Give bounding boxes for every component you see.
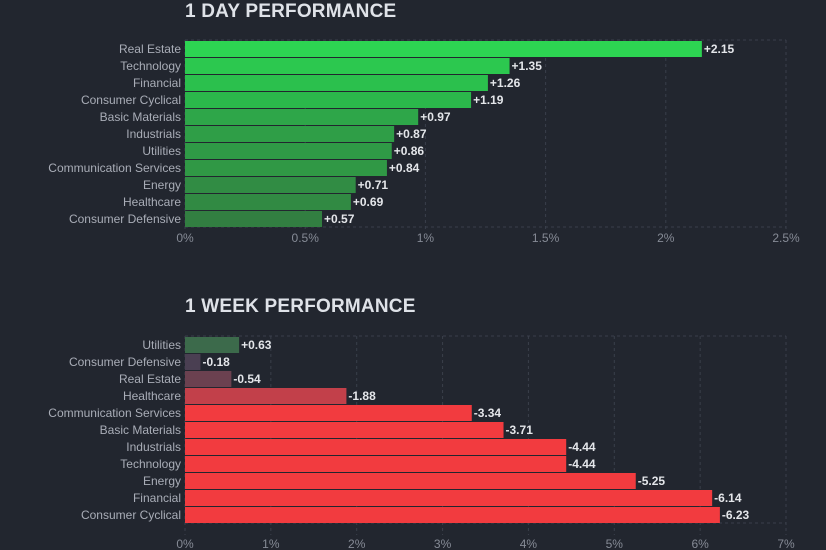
value-label: -3.34 bbox=[474, 406, 502, 420]
value-label: +2.15 bbox=[704, 42, 735, 56]
bar-day-1[interactable] bbox=[185, 58, 510, 74]
value-label: -4.44 bbox=[568, 440, 596, 454]
bar-day-10[interactable] bbox=[185, 211, 323, 227]
bar-day-5[interactable] bbox=[185, 126, 395, 142]
category-label: Energy bbox=[143, 178, 181, 192]
category-label: Basic Materials bbox=[100, 110, 181, 124]
tick-label: 2% bbox=[348, 537, 366, 550]
bar-day-0[interactable] bbox=[185, 41, 702, 57]
tick-label: 1.5% bbox=[532, 231, 560, 245]
bar-week-7[interactable] bbox=[185, 456, 567, 472]
category-label: Basic Materials bbox=[100, 423, 181, 437]
week-performance-chart: Utilities +0.63 Consumer Defensive -0.18 Rea… bbox=[48, 335, 795, 550]
tick-label: 7% bbox=[777, 537, 795, 550]
value-label: +0.57 bbox=[324, 212, 355, 226]
day-performance-chart: Real Estate +2.15 Technology +1.35 Financial… bbox=[48, 39, 800, 245]
value-label: +0.86 bbox=[394, 144, 425, 158]
bar-day-9[interactable] bbox=[185, 194, 351, 210]
bar-week-9[interactable] bbox=[185, 490, 713, 506]
bar-day-8[interactable] bbox=[185, 177, 356, 193]
tick-label: 0% bbox=[176, 537, 194, 550]
category-label: Real Estate bbox=[119, 42, 181, 56]
bar-week-3[interactable] bbox=[185, 388, 347, 404]
category-label: Consumer Cyclical bbox=[81, 508, 181, 522]
tick-label: 5% bbox=[606, 537, 624, 550]
value-label: -1.88 bbox=[348, 389, 376, 403]
category-label: Financial bbox=[133, 76, 181, 90]
value-label: +0.71 bbox=[358, 178, 389, 192]
value-label: -0.18 bbox=[202, 355, 230, 369]
bar-week-0[interactable] bbox=[185, 337, 240, 353]
category-label: Industrials bbox=[126, 127, 181, 141]
tick-label: 1% bbox=[262, 537, 280, 550]
value-label: -6.14 bbox=[714, 491, 742, 505]
category-label: Energy bbox=[143, 474, 181, 488]
value-label: +0.63 bbox=[241, 338, 272, 352]
category-label: Utilities bbox=[142, 338, 181, 352]
value-label: +0.69 bbox=[353, 195, 384, 209]
bar-day-2[interactable] bbox=[185, 75, 488, 91]
tick-label: 6% bbox=[691, 537, 709, 550]
category-label: Communication Services bbox=[48, 406, 181, 420]
category-label: Real Estate bbox=[119, 372, 181, 386]
category-label: Industrials bbox=[126, 440, 181, 454]
category-label: Technology bbox=[120, 59, 181, 73]
category-label: Communication Services bbox=[48, 161, 181, 175]
bar-week-2[interactable] bbox=[185, 371, 232, 387]
category-label: Technology bbox=[120, 457, 181, 471]
value-label: -0.54 bbox=[233, 372, 261, 386]
bar-day-3[interactable] bbox=[185, 92, 472, 108]
value-label: +0.84 bbox=[389, 161, 420, 175]
value-label: +0.97 bbox=[420, 110, 451, 124]
value-label: +1.19 bbox=[473, 93, 504, 107]
value-label: -3.71 bbox=[506, 423, 534, 437]
category-label: Consumer Cyclical bbox=[81, 93, 181, 107]
value-label: +1.26 bbox=[490, 76, 521, 90]
bar-day-7[interactable] bbox=[185, 160, 387, 176]
tick-label: 0.5% bbox=[292, 231, 320, 245]
bar-day-4[interactable] bbox=[185, 109, 419, 125]
category-label: Consumer Defensive bbox=[69, 212, 181, 226]
category-label: Financial bbox=[133, 491, 181, 505]
tick-label: 3% bbox=[434, 537, 452, 550]
bar-week-1[interactable] bbox=[185, 354, 201, 370]
category-label: Utilities bbox=[142, 144, 181, 158]
tick-label: 4% bbox=[520, 537, 538, 550]
value-label: +0.87 bbox=[396, 127, 427, 141]
category-label: Healthcare bbox=[123, 389, 181, 403]
tick-label: 2.5% bbox=[772, 231, 800, 245]
value-label: -4.44 bbox=[568, 457, 596, 471]
chart-title-week: 1 WEEK PERFORMANCE bbox=[185, 296, 416, 317]
value-label: -6.23 bbox=[722, 508, 750, 522]
bar-week-5[interactable] bbox=[185, 422, 504, 438]
chart-title-day: 1 DAY PERFORMANCE bbox=[185, 1, 397, 22]
category-label: Consumer Defensive bbox=[69, 355, 181, 369]
tick-label: 0% bbox=[176, 231, 194, 245]
value-label: -5.25 bbox=[638, 474, 666, 488]
value-label: +1.35 bbox=[512, 59, 543, 73]
tick-label: 2% bbox=[657, 231, 675, 245]
category-label: Healthcare bbox=[123, 195, 181, 209]
bar-week-4[interactable] bbox=[185, 405, 472, 421]
bar-week-6[interactable] bbox=[185, 439, 567, 455]
bar-week-8[interactable] bbox=[185, 473, 636, 489]
tick-label: 1% bbox=[417, 231, 435, 245]
bar-day-6[interactable] bbox=[185, 143, 392, 159]
bar-week-10[interactable] bbox=[185, 507, 720, 523]
